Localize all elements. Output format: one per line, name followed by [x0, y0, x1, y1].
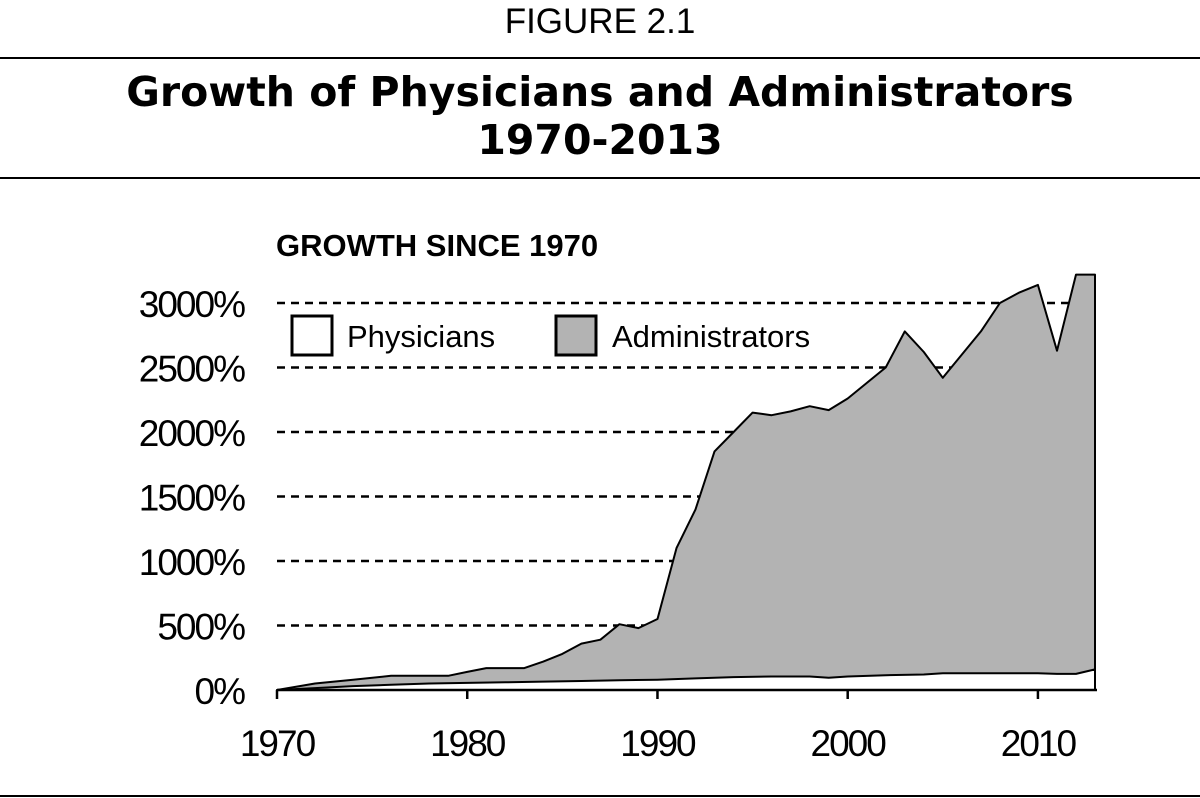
y-tick-label: 1000%: [139, 542, 245, 583]
legend-label-physicians: Physicians: [347, 319, 495, 354]
legend-swatch-physicians: [290, 314, 334, 357]
y-tick-label: 3000%: [139, 284, 245, 325]
chart-title: Growth of Physicians and Administrators …: [0, 68, 1200, 164]
axes: 0% 500% 1000% 1500% 2000% 2500% 3000% 1970 1980 1…: [139, 284, 1097, 764]
x-tick-label: 2000: [811, 723, 887, 764]
title-rule: [0, 177, 1200, 179]
figure-label: FIGURE 2.1: [504, 2, 696, 41]
chart-title-years: 1970-2013: [477, 116, 723, 164]
y-tick-label: 2000%: [139, 413, 245, 454]
area-administrators: [276, 273, 1096, 691]
legend: Physicians Administrators: [290, 314, 810, 357]
panel-title: GROWTH SINCE 1970: [276, 228, 598, 263]
bottom-rule: [0, 795, 1200, 797]
legend-label-administrators: Administrators: [612, 319, 810, 354]
top-rule: [0, 57, 1200, 59]
data-areas: [276, 273, 1096, 691]
y-tick-label: 500%: [157, 607, 245, 648]
x-tick-label: 1990: [620, 723, 696, 764]
chart-title-main: Growth of Physicians and Administrators: [126, 68, 1074, 116]
x-tick-label: 1980: [430, 723, 506, 764]
y-tick-label: 0%: [195, 671, 246, 712]
area-physicians: [276, 668, 1096, 691]
legend-swatch-administrators: [554, 314, 598, 357]
x-tick-label: 2010: [1001, 723, 1077, 764]
x-tick-label: 1970: [240, 723, 316, 764]
y-tick-label: 2500%: [139, 349, 245, 390]
y-tick-label: 1500%: [139, 478, 245, 519]
